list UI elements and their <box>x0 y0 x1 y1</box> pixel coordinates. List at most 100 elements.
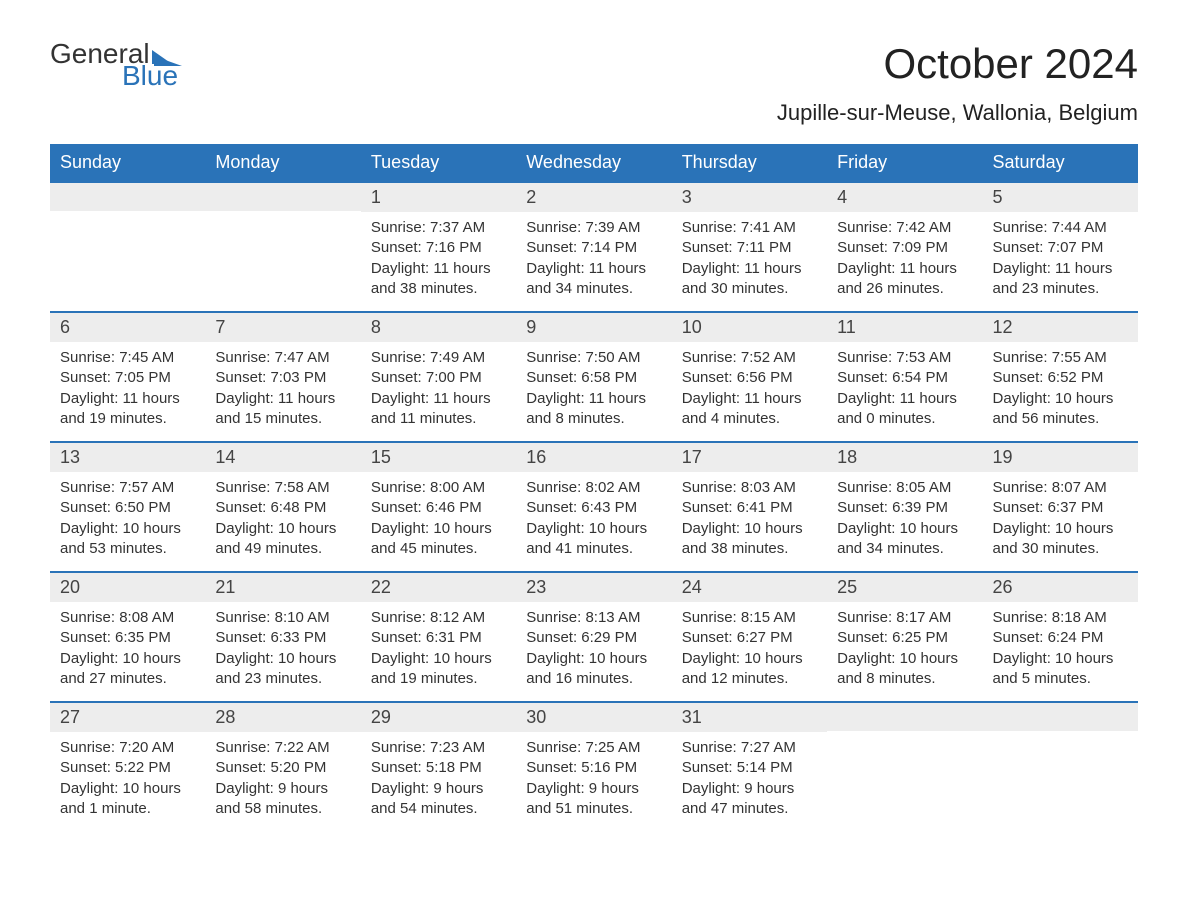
calendar: SundayMondayTuesdayWednesdayThursdayFrid… <box>50 144 1138 831</box>
day-cell: 27Sunrise: 7:20 AMSunset: 5:22 PMDayligh… <box>50 703 205 831</box>
day-detail-line: Sunrise: 8:02 AM <box>526 478 661 498</box>
day-detail-line: Daylight: 11 hours and 11 minutes. <box>371 389 506 430</box>
day-number: 26 <box>983 573 1138 602</box>
day-detail-line: Daylight: 10 hours and 23 minutes. <box>215 649 350 690</box>
day-detail-line: Sunrise: 7:49 AM <box>371 348 506 368</box>
day-detail-line: Daylight: 11 hours and 38 minutes. <box>371 259 506 300</box>
day-number <box>50 183 205 211</box>
day-cell: 24Sunrise: 8:15 AMSunset: 6:27 PMDayligh… <box>672 573 827 701</box>
day-number: 3 <box>672 183 827 212</box>
day-number <box>827 703 982 731</box>
day-detail-line: Sunrise: 7:58 AM <box>215 478 350 498</box>
weekday-header-cell: Saturday <box>983 144 1138 181</box>
day-detail-line: Sunrise: 7:37 AM <box>371 218 506 238</box>
day-cell: 22Sunrise: 8:12 AMSunset: 6:31 PMDayligh… <box>361 573 516 701</box>
day-details <box>50 211 205 227</box>
day-detail-line: Daylight: 10 hours and 16 minutes. <box>526 649 661 690</box>
day-detail-line: Sunrise: 8:15 AM <box>682 608 817 628</box>
day-details: Sunrise: 8:13 AMSunset: 6:29 PMDaylight:… <box>516 602 671 699</box>
title-block: October 2024 Jupille-sur-Meuse, Wallonia… <box>777 40 1138 126</box>
day-detail-line: Sunrise: 8:05 AM <box>837 478 972 498</box>
weekday-header-cell: Sunday <box>50 144 205 181</box>
day-detail-line: Daylight: 10 hours and 34 minutes. <box>837 519 972 560</box>
day-number: 28 <box>205 703 360 732</box>
day-detail-line: Sunset: 6:31 PM <box>371 628 506 648</box>
day-detail-line: Sunrise: 7:25 AM <box>526 738 661 758</box>
day-detail-line: Daylight: 10 hours and 1 minute. <box>60 779 195 820</box>
day-detail-line: Daylight: 10 hours and 45 minutes. <box>371 519 506 560</box>
day-cell: 26Sunrise: 8:18 AMSunset: 6:24 PMDayligh… <box>983 573 1138 701</box>
day-detail-line: Sunrise: 7:27 AM <box>682 738 817 758</box>
day-cell: 23Sunrise: 8:13 AMSunset: 6:29 PMDayligh… <box>516 573 671 701</box>
day-detail-line: Daylight: 10 hours and 27 minutes. <box>60 649 195 690</box>
day-details: Sunrise: 8:02 AMSunset: 6:43 PMDaylight:… <box>516 472 671 569</box>
day-cell: 13Sunrise: 7:57 AMSunset: 6:50 PMDayligh… <box>50 443 205 571</box>
day-detail-line: Daylight: 11 hours and 23 minutes. <box>993 259 1128 300</box>
day-detail-line: Daylight: 9 hours and 51 minutes. <box>526 779 661 820</box>
day-detail-line: Sunrise: 7:50 AM <box>526 348 661 368</box>
day-details: Sunrise: 7:47 AMSunset: 7:03 PMDaylight:… <box>205 342 360 439</box>
day-detail-line: Sunrise: 8:17 AM <box>837 608 972 628</box>
day-detail-line: Daylight: 9 hours and 54 minutes. <box>371 779 506 820</box>
day-number <box>205 183 360 211</box>
day-detail-line: Sunset: 6:35 PM <box>60 628 195 648</box>
weekday-header-cell: Thursday <box>672 144 827 181</box>
day-number: 16 <box>516 443 671 472</box>
day-details: Sunrise: 7:50 AMSunset: 6:58 PMDaylight:… <box>516 342 671 439</box>
day-number: 24 <box>672 573 827 602</box>
day-details: Sunrise: 8:12 AMSunset: 6:31 PMDaylight:… <box>361 602 516 699</box>
day-detail-line: Sunrise: 7:44 AM <box>993 218 1128 238</box>
day-detail-line: Daylight: 11 hours and 26 minutes. <box>837 259 972 300</box>
day-number <box>983 703 1138 731</box>
day-cell: 29Sunrise: 7:23 AMSunset: 5:18 PMDayligh… <box>361 703 516 831</box>
day-cell: 1Sunrise: 7:37 AMSunset: 7:16 PMDaylight… <box>361 183 516 311</box>
day-detail-line: Daylight: 10 hours and 41 minutes. <box>526 519 661 560</box>
day-detail-line: Sunset: 6:37 PM <box>993 498 1128 518</box>
logo: General Blue <box>50 40 182 90</box>
weekday-header-cell: Friday <box>827 144 982 181</box>
day-number: 10 <box>672 313 827 342</box>
day-detail-line: Daylight: 10 hours and 49 minutes. <box>215 519 350 560</box>
day-cell: 12Sunrise: 7:55 AMSunset: 6:52 PMDayligh… <box>983 313 1138 441</box>
day-detail-line: Sunset: 6:39 PM <box>837 498 972 518</box>
day-detail-line: Daylight: 11 hours and 0 minutes. <box>837 389 972 430</box>
day-detail-line: Sunset: 6:25 PM <box>837 628 972 648</box>
day-detail-line: Sunset: 6:54 PM <box>837 368 972 388</box>
day-detail-line: Sunrise: 7:52 AM <box>682 348 817 368</box>
day-detail-line: Daylight: 10 hours and 38 minutes. <box>682 519 817 560</box>
weekday-header-cell: Tuesday <box>361 144 516 181</box>
day-cell: 10Sunrise: 7:52 AMSunset: 6:56 PMDayligh… <box>672 313 827 441</box>
day-detail-line: Sunset: 7:00 PM <box>371 368 506 388</box>
day-number: 7 <box>205 313 360 342</box>
day-detail-line: Sunset: 5:14 PM <box>682 758 817 778</box>
day-cell: 4Sunrise: 7:42 AMSunset: 7:09 PMDaylight… <box>827 183 982 311</box>
week-row: 1Sunrise: 7:37 AMSunset: 7:16 PMDaylight… <box>50 181 1138 311</box>
day-detail-line: Sunset: 6:46 PM <box>371 498 506 518</box>
day-cell: 31Sunrise: 7:27 AMSunset: 5:14 PMDayligh… <box>672 703 827 831</box>
day-number: 8 <box>361 313 516 342</box>
day-cell: 15 Sunrise: 8:00 AMSunset: 6:46 PMDayligh… <box>361 443 516 571</box>
day-detail-line: Daylight: 10 hours and 56 minutes. <box>993 389 1128 430</box>
day-detail-line: Daylight: 11 hours and 34 minutes. <box>526 259 661 300</box>
day-detail-line: Sunset: 7:09 PM <box>837 238 972 258</box>
day-number: 21 <box>205 573 360 602</box>
day-number: 15 <box>361 443 516 472</box>
day-details: Sunrise: 8:08 AMSunset: 6:35 PMDaylight:… <box>50 602 205 699</box>
day-cell: 11Sunrise: 7:53 AMSunset: 6:54 PMDayligh… <box>827 313 982 441</box>
week-row: 6Sunrise: 7:45 AMSunset: 7:05 PMDaylight… <box>50 311 1138 441</box>
day-detail-line: Sunrise: 7:39 AM <box>526 218 661 238</box>
day-detail-line: Sunset: 7:03 PM <box>215 368 350 388</box>
day-detail-line: Sunrise: 8:08 AM <box>60 608 195 628</box>
day-detail-line: Sunrise: 8:18 AM <box>993 608 1128 628</box>
day-number: 2 <box>516 183 671 212</box>
day-detail-line: Sunset: 6:41 PM <box>682 498 817 518</box>
header: General Blue October 2024 Jupille-sur-Me… <box>50 40 1138 126</box>
day-detail-line: Sunrise: 8:07 AM <box>993 478 1128 498</box>
day-details: Sunrise: 7:27 AMSunset: 5:14 PMDaylight:… <box>672 732 827 829</box>
day-detail-line: Sunrise: 8:00 AM <box>371 478 506 498</box>
day-detail-line: Sunrise: 7:53 AM <box>837 348 972 368</box>
day-details: Sunrise: 7:39 AMSunset: 7:14 PMDaylight:… <box>516 212 671 309</box>
day-cell: 28Sunrise: 7:22 AMSunset: 5:20 PMDayligh… <box>205 703 360 831</box>
day-detail-line: Sunset: 6:24 PM <box>993 628 1128 648</box>
day-details <box>983 731 1138 747</box>
